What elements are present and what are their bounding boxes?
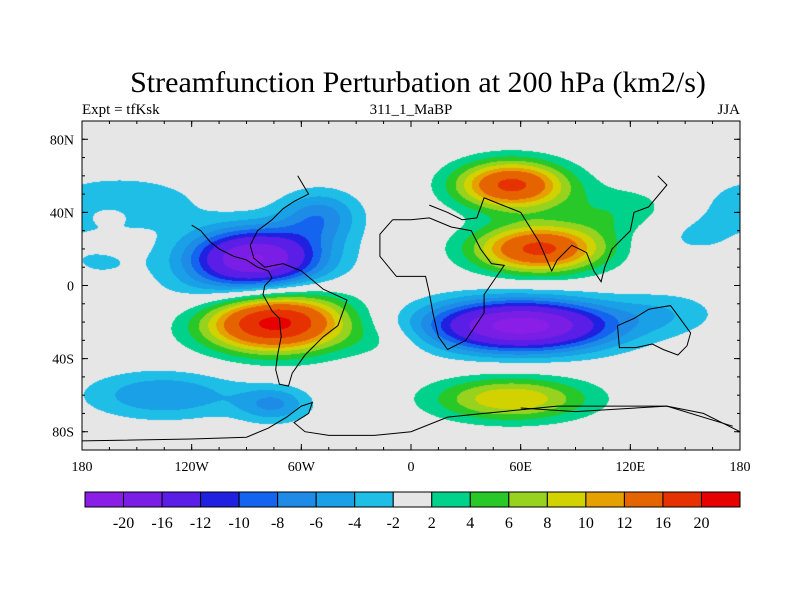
coastline-2 — [379, 217, 506, 351]
x-tick-label: 60W — [288, 460, 316, 475]
legend-swatch — [469, 491, 510, 508]
coastlines — [81, 175, 741, 442]
legend-swatch — [585, 491, 625, 508]
legend-label: 4 — [466, 515, 474, 532]
legend-swatch — [431, 491, 471, 508]
legend-label: -10 — [228, 515, 249, 532]
x-tick-label: 120W — [175, 460, 210, 475]
legend-label: 2 — [428, 515, 436, 532]
right-string: JJA — [717, 102, 740, 118]
legend-label: 16 — [655, 515, 671, 532]
legend-label: -20 — [113, 515, 134, 532]
left-string: Expt = tfKsk — [82, 102, 160, 118]
legend-swatch — [623, 491, 664, 508]
chart-title: Streamfunction Perturbation at 200 hPa (… — [130, 66, 706, 99]
y-tick-label: 80S — [52, 426, 74, 441]
coastline-0 — [81, 401, 741, 442]
legend-swatch — [161, 491, 202, 508]
y-tick-label: 40S — [52, 353, 74, 368]
legend-swatch — [354, 491, 394, 508]
map-panel: 180 120W 60W 0 60E 120E 180 80N 40N 0 40S 80S — [50, 120, 751, 475]
legend-swatch — [200, 491, 240, 508]
legend-label: 10 — [578, 515, 594, 532]
x-tick-label: 180 — [730, 460, 751, 475]
coastline-4 — [617, 305, 692, 356]
legend-swatch — [277, 491, 317, 508]
y-tick-label: 80N — [50, 133, 74, 148]
legend-label: -8 — [271, 515, 284, 532]
legend-label: -12 — [190, 515, 211, 532]
center-string: 311_1_MaBP — [370, 102, 453, 118]
legend-label: -4 — [348, 515, 361, 532]
legend-label: -16 — [151, 515, 172, 532]
legend-swatch — [123, 491, 163, 508]
legend-label: -6 — [310, 515, 323, 532]
x-axis: 180 120W 60W 0 60E 120E 180 — [72, 121, 751, 475]
legend-swatch — [546, 491, 587, 508]
color-legend: -20 -16 -12 -10 -8 -6 -4 -2 2 4 6 8 10 12 16 20 — [84, 491, 741, 532]
legend-label: 20 — [693, 515, 709, 532]
contour-field — [82, 121, 740, 450]
legend-swatch — [508, 491, 548, 508]
legend-label: 8 — [543, 515, 551, 532]
legend-label: 12 — [616, 515, 632, 532]
legend-swatch — [238, 491, 279, 508]
x-tick-label: 60E — [509, 460, 532, 475]
legend-label: -2 — [387, 515, 400, 532]
legend-swatch — [84, 491, 125, 508]
legend-swatch — [700, 491, 741, 508]
x-tick-label: 0 — [408, 460, 415, 475]
coastline-1 — [191, 175, 348, 387]
y-axis: 80N 40N 0 40S 80S — [50, 133, 740, 441]
legend-swatch — [662, 491, 702, 508]
x-tick-label: 180 — [72, 460, 93, 475]
legend-label: 6 — [505, 515, 513, 532]
y-tick-label: 40N — [50, 206, 74, 221]
coastline-5 — [520, 405, 733, 427]
legend-swatch — [315, 491, 356, 508]
y-tick-label: 0 — [67, 280, 74, 295]
coastline-3 — [429, 175, 668, 284]
x-tick-label: 120E — [616, 460, 646, 475]
legend-swatch — [392, 491, 433, 508]
